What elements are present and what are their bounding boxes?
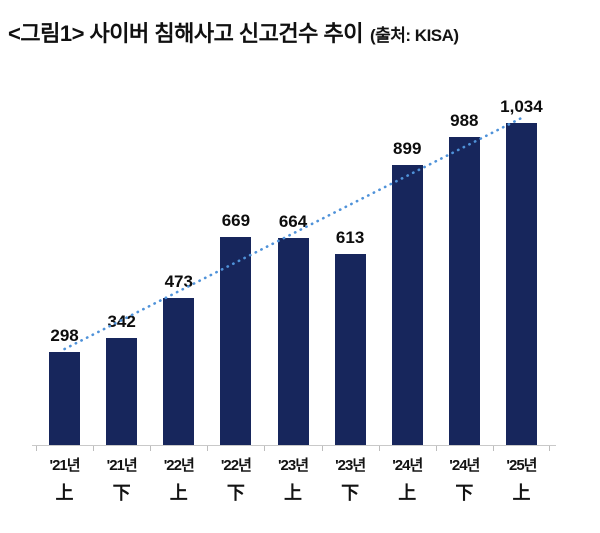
bar-chart: 298 '21년 上 342 '21년 下 473 '22년 上 669 '22년 下 664 '23년 上…	[32, 70, 556, 520]
x-axis-label: '23년 下	[335, 454, 366, 505]
x-axis-label-year: '24년	[392, 457, 423, 474]
x-axis-label-year: '22년	[220, 457, 252, 474]
x-axis-label: '24년 上	[392, 454, 423, 505]
x-axis-label-year: '22년	[163, 457, 195, 474]
x-axis-label-half: 下	[341, 483, 360, 503]
chart-source-label: (출처: KISA)	[369, 26, 459, 45]
bar	[334, 254, 366, 445]
bar-value-label: 342	[107, 312, 136, 331]
bar	[505, 123, 537, 445]
x-axis-label: '22년 上	[163, 454, 195, 505]
x-axis-label: '22년 下	[220, 454, 252, 505]
axis-tick	[322, 446, 323, 451]
x-axis-label-year: '25년	[506, 457, 537, 474]
bar-value-label: 298	[50, 326, 79, 345]
chart-title: <그림1> 사이버 침해사고 신고건수 추이	[8, 21, 363, 46]
x-axis-label: '23년 上	[277, 454, 309, 505]
bar	[106, 338, 138, 445]
axis-tick	[493, 446, 494, 451]
x-axis-label-year: '23년	[335, 457, 366, 474]
bar	[49, 352, 81, 445]
axis-tick	[379, 446, 380, 451]
axis-tick	[93, 446, 94, 451]
x-axis-label-half: 上	[55, 483, 74, 503]
x-axis-label-year: '23년	[277, 457, 309, 474]
x-axis-label-half: 上	[398, 483, 417, 503]
x-axis-line	[32, 445, 556, 446]
bar-value-label: 988	[450, 111, 479, 130]
axis-tick	[150, 446, 151, 451]
x-axis-label-half: 下	[112, 483, 131, 503]
x-axis-label-year: '24년	[449, 457, 480, 474]
axis-tick	[36, 446, 37, 451]
axis-tick	[549, 446, 550, 451]
bar	[277, 238, 309, 445]
bar-value-label: 899	[393, 139, 422, 158]
bar	[448, 137, 480, 445]
bar-value-label: 613	[335, 228, 365, 247]
bar-value-label: 1,034	[500, 97, 543, 116]
x-axis-label-half: 下	[455, 483, 474, 503]
x-axis-label-half: 上	[169, 483, 188, 503]
bar	[220, 237, 252, 445]
x-axis-label: '21년 下	[106, 454, 138, 505]
x-axis-label-year: '21년	[49, 457, 81, 474]
bar	[391, 165, 423, 445]
x-axis-label: '21년 上	[49, 454, 81, 505]
x-axis-label-half: 下	[226, 483, 245, 503]
x-axis-label-year: '21년	[106, 457, 138, 474]
bar-value-label: 473	[164, 272, 193, 291]
chart-title-row: <그림1> 사이버 침해사고 신고건수 추이 (출처: KISA)	[8, 16, 459, 48]
axis-tick	[436, 446, 437, 451]
x-axis-label: '25년 上	[506, 454, 537, 505]
x-axis-label-half: 上	[512, 483, 531, 503]
bar-value-label: 669	[221, 211, 251, 230]
bar-value-label: 664	[278, 212, 308, 231]
x-axis-label: '24년 下	[449, 454, 480, 505]
bar	[163, 298, 195, 445]
x-axis-label-half: 上	[284, 483, 302, 503]
axis-tick	[264, 446, 265, 451]
axis-tick	[207, 446, 208, 451]
